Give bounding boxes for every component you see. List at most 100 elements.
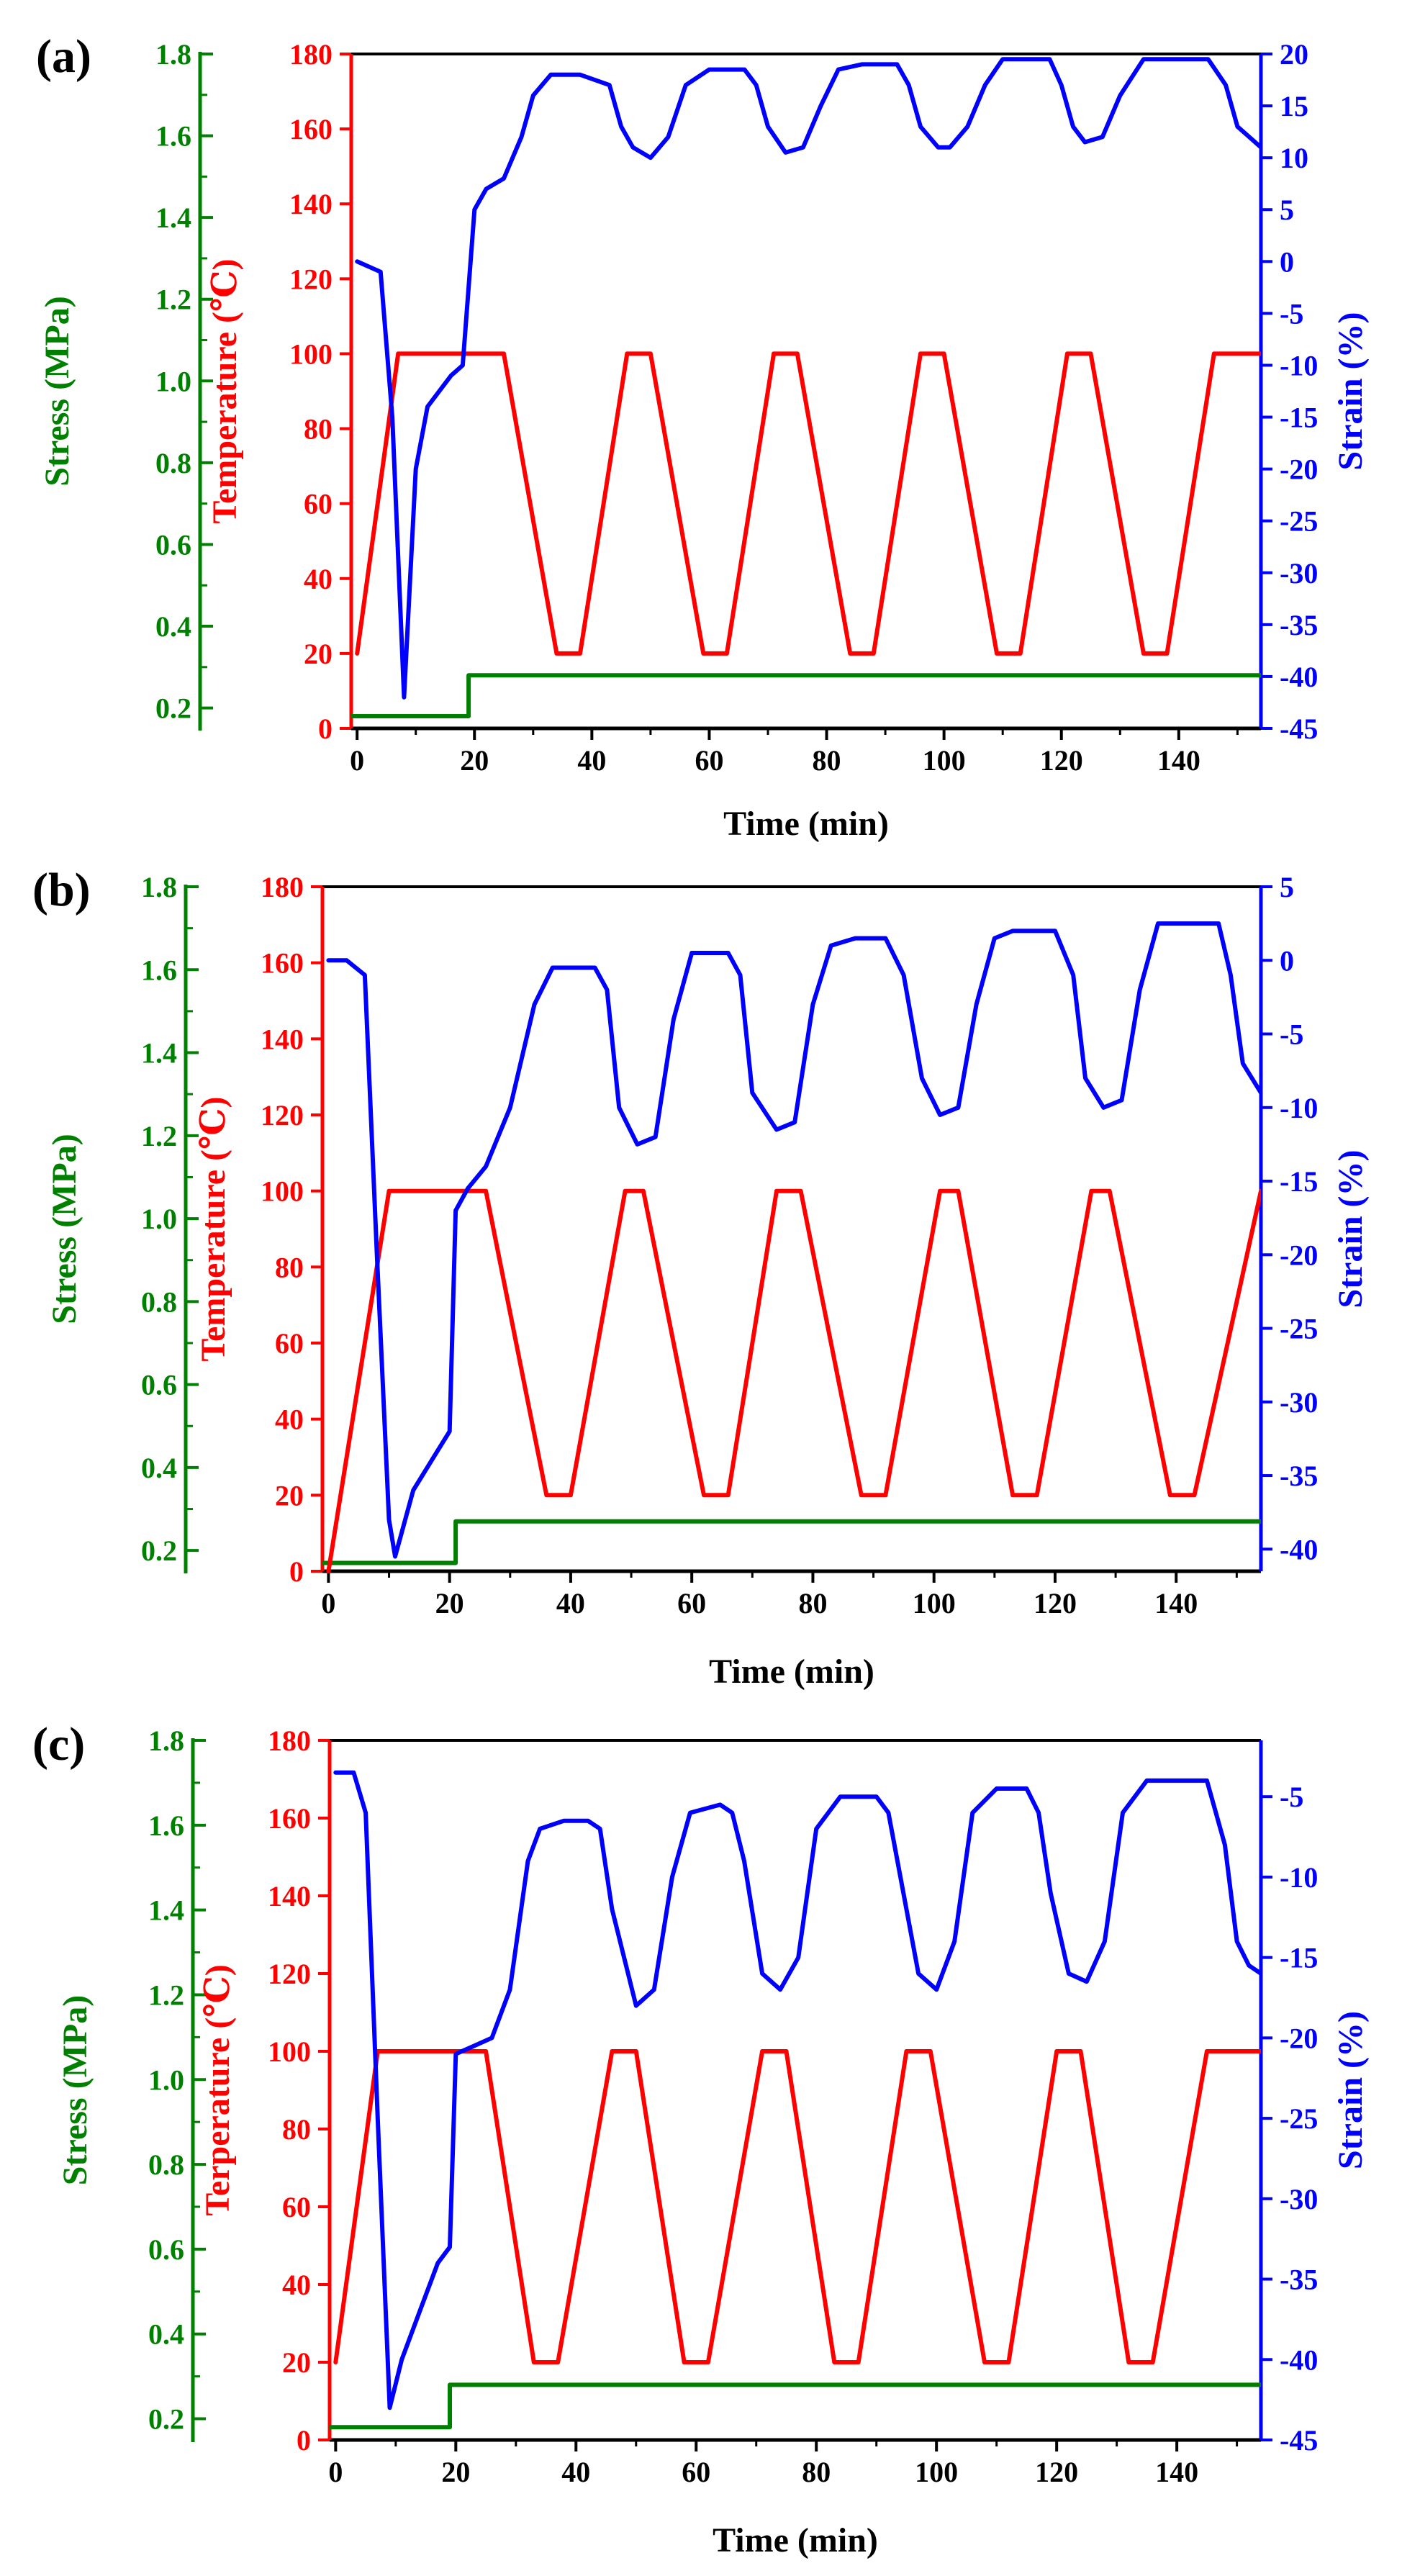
x-tick-label: 120 [1034, 1587, 1077, 1619]
strain-tick-label: -10 [1280, 349, 1318, 381]
stress-axis-title: Stress (MPa) [56, 1995, 94, 2185]
x-tick-label: 140 [1154, 1587, 1198, 1619]
stress-axis-title: Stress (MPa) [45, 1134, 83, 1324]
temperature-tick-label: 180 [261, 871, 304, 903]
temperature-axis-title: Terperature (℃) [199, 1964, 237, 2215]
temperature-tick-label: 160 [289, 113, 333, 145]
stress-series-line [330, 2382, 1261, 2430]
stress-tick-label: 1.8 [155, 38, 191, 71]
strain-series-line [355, 57, 1261, 700]
stress-tick-label: 0.2 [148, 2403, 184, 2436]
chart-panel-2: 0 20 40 60 80 100 120 140 0 20 40 60 80 100 120 140 160 1… [32, 864, 1370, 1691]
strain-series-line [326, 921, 1261, 1559]
panel-label: (b) [32, 864, 91, 916]
strain-tick-label: -35 [1280, 609, 1318, 641]
temperature-series-line [333, 2049, 1261, 2364]
stress-tick-label: 1.4 [148, 1894, 184, 1927]
x-tick-label: 60 [695, 744, 723, 777]
temperature-series-line [355, 351, 1261, 656]
temperature-tick-label: 80 [282, 2113, 311, 2146]
strain-tick-label: -25 [1280, 505, 1318, 538]
strain-tick-label: -10 [1280, 1861, 1318, 1894]
temperature-tick-label: 0 [289, 1555, 304, 1588]
strain-tick-label: 0 [1280, 245, 1294, 278]
temperature-tick-label: 100 [268, 2035, 311, 2068]
temperature-axis-title: Temperature (℃) [206, 258, 244, 523]
stress-tick-label: 1.4 [141, 1037, 177, 1070]
strain-tick-label: -40 [1280, 661, 1318, 693]
stress-tick-label: 1.6 [148, 1809, 184, 1842]
strain-tick-label: -45 [1280, 2424, 1318, 2457]
strain-tick-label: 5 [1280, 871, 1294, 903]
temperature-tick-label: 60 [282, 2191, 311, 2223]
x-tick-label: 100 [913, 1587, 956, 1619]
temperature-tick-label: 140 [261, 1023, 304, 1055]
temperature-tick-label: 120 [268, 1958, 311, 1990]
strain-series-line [333, 1770, 1261, 2410]
stress-tick-label: 0.2 [141, 1535, 177, 1567]
temperature-tick-label: 60 [304, 488, 333, 520]
stress-tick-label: 1.0 [141, 1203, 177, 1235]
strain-tick-label: -10 [1280, 1092, 1318, 1124]
temperature-tick-label: 40 [275, 1404, 304, 1436]
stress-tick-label: 0.2 [155, 692, 191, 725]
x-axis-title: Time (min) [723, 805, 889, 843]
x-tick-label: 60 [682, 2456, 710, 2488]
temperature-tick-label: 160 [261, 947, 304, 980]
stress-series-line [322, 1519, 1261, 1565]
x-tick-label: 0 [328, 2456, 343, 2488]
panel-label: (a) [36, 30, 91, 83]
stress-tick-label: 0.6 [155, 528, 191, 561]
stress-tick-label: 1.0 [155, 365, 191, 397]
temperature-tick-label: 0 [297, 2424, 311, 2457]
stress-tick-label: 0.4 [141, 1452, 177, 1484]
temperature-tick-label: 180 [268, 1725, 311, 1757]
strain-tick-label: -35 [1280, 2264, 1318, 2296]
stress-tick-label: 1.8 [141, 871, 177, 903]
temperature-tick-label: 140 [268, 1880, 311, 1912]
stress-tick-label: 1.4 [155, 202, 191, 234]
strain-tick-label: -15 [1280, 402, 1318, 434]
strain-tick-label: 0 [1280, 944, 1294, 977]
x-tick-label: 40 [561, 2456, 590, 2488]
x-tick-label: 60 [677, 1587, 706, 1619]
strain-tick-label: -45 [1280, 713, 1318, 745]
x-tick-label: 0 [350, 744, 364, 777]
stress-tick-label: 1.6 [155, 120, 191, 153]
x-tick-label: 20 [460, 744, 489, 777]
strain-axis-title: Strain (%) [1331, 1150, 1370, 1309]
panel-label: (c) [32, 1718, 85, 1771]
stress-axis-title: Stress (MPa) [38, 296, 76, 486]
temperature-tick-label: 0 [318, 713, 333, 745]
x-tick-label: 140 [1155, 2456, 1198, 2488]
stress-tick-label: 0.8 [155, 447, 191, 479]
temperature-tick-label: 120 [261, 1099, 304, 1131]
temperature-tick-label: 80 [275, 1251, 304, 1283]
stress-tick-label: 1.0 [148, 2064, 184, 2096]
stress-tick-label: 1.8 [148, 1725, 184, 1757]
x-axis-title: Time (min) [709, 1653, 874, 1691]
x-tick-label: 100 [923, 744, 966, 777]
x-tick-label: 80 [802, 2456, 831, 2488]
stress-tick-label: 1.2 [141, 1120, 177, 1152]
strain-tick-label: -35 [1280, 1460, 1318, 1492]
strain-tick-label: -20 [1280, 1239, 1318, 1271]
x-tick-label: 20 [441, 2456, 470, 2488]
stress-tick-label: 0.4 [148, 2318, 184, 2351]
x-tick-label: 120 [1040, 744, 1083, 777]
x-axis-title: Time (min) [713, 2521, 878, 2559]
temperature-series-line [326, 1188, 1261, 1573]
strain-tick-label: -25 [1280, 1313, 1318, 1345]
x-tick-label: 120 [1035, 2456, 1078, 2488]
temperature-tick-label: 40 [282, 2269, 311, 2301]
temperature-tick-label: 40 [304, 563, 333, 595]
temperature-tick-label: 100 [261, 1175, 304, 1208]
x-tick-label: 80 [813, 744, 841, 777]
strain-axis-title: Strain (%) [1331, 2011, 1370, 2169]
x-tick-label: 40 [577, 744, 606, 777]
temperature-tick-label: 20 [282, 2346, 311, 2379]
strain-tick-label: -30 [1280, 557, 1318, 589]
stress-tick-label: 0.4 [155, 610, 191, 643]
strain-tick-label: 10 [1280, 142, 1308, 174]
